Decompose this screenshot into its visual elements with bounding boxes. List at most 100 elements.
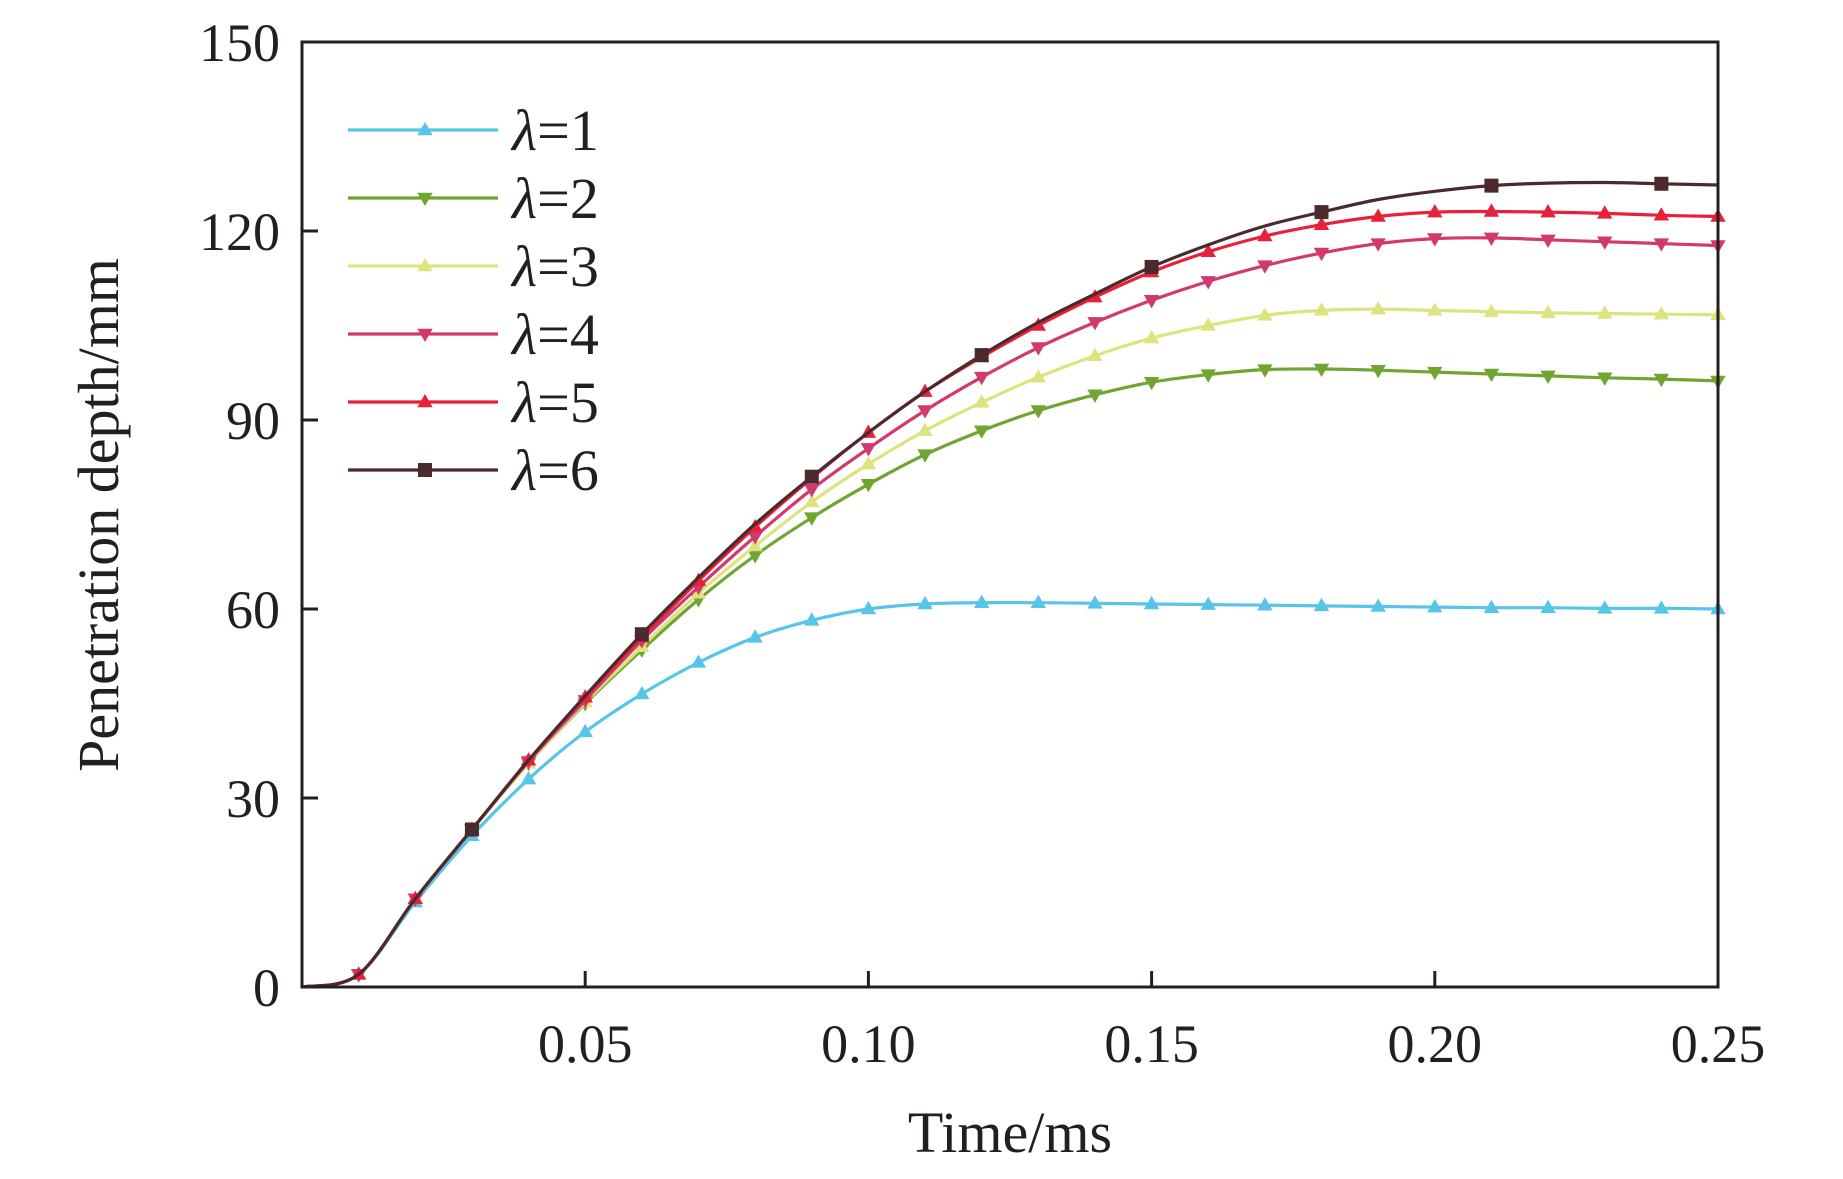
legend-value: =2 — [537, 166, 599, 231]
data-point — [520, 771, 537, 785]
data-point — [1540, 234, 1556, 248]
axes-layer: 0.05 0.10 0.15 0.20 0.25 0 30 60 90 120 150 — [199, 13, 1765, 1074]
data-point — [1370, 364, 1386, 379]
legend-value: =4 — [537, 302, 599, 367]
legend-item: λ=1 — [348, 98, 599, 163]
data-point — [1257, 260, 1273, 274]
data-point — [1427, 366, 1443, 381]
data-point — [973, 371, 990, 386]
data-point — [1484, 178, 1499, 193]
x-tick-label: 0.25 — [1671, 1014, 1766, 1074]
data-point — [860, 456, 877, 470]
legend-marker — [417, 393, 433, 408]
data-point — [1030, 405, 1047, 419]
legend-symbol: λ — [510, 438, 537, 503]
legend-marker — [417, 257, 433, 272]
data-point — [1087, 595, 1103, 609]
data-point — [973, 425, 990, 439]
y-tick-label: 60 — [226, 580, 280, 640]
data-point — [1200, 243, 1216, 258]
data-point — [804, 493, 820, 508]
data-point — [1257, 597, 1273, 611]
legend-symbol: λ — [510, 370, 537, 435]
data-point — [1200, 317, 1216, 331]
legend-value: =1 — [537, 98, 599, 163]
data-point — [1370, 301, 1386, 315]
legend: λ=1λ=2λ=3λ=4λ=5λ=6 — [348, 98, 599, 503]
data-point — [1257, 307, 1273, 321]
y-axis-title: Penetration depth/mm — [66, 258, 131, 772]
y-tick-label: 0 — [253, 958, 280, 1018]
data-point — [1313, 597, 1330, 612]
legend-label: λ=6 — [510, 438, 599, 503]
data-point — [860, 479, 877, 493]
data-point — [690, 654, 707, 668]
data-point — [804, 612, 820, 626]
data-point — [804, 484, 820, 498]
data-point — [1597, 372, 1613, 386]
data-point — [1370, 208, 1386, 222]
data-point — [1540, 304, 1556, 319]
data-point — [1030, 369, 1047, 383]
legend-label: λ=2 — [510, 166, 599, 231]
data-point — [1483, 303, 1500, 317]
data-point — [917, 595, 933, 610]
data-point — [1144, 259, 1159, 274]
series-layer — [301, 176, 1726, 989]
x-tick-label: 0.20 — [1388, 1014, 1483, 1074]
data-point — [577, 723, 593, 738]
series-line — [301, 180, 1719, 989]
data-point — [860, 443, 877, 457]
data-point — [1143, 376, 1160, 391]
data-point — [1370, 598, 1386, 612]
legend-value: =3 — [537, 234, 599, 299]
data-point — [1313, 302, 1330, 316]
data-point — [1427, 233, 1443, 247]
legend-label: λ=1 — [510, 98, 599, 163]
data-point — [917, 405, 933, 419]
data-point — [1597, 205, 1613, 219]
data-point — [634, 686, 650, 700]
data-point — [973, 594, 990, 608]
data-point — [1257, 364, 1273, 378]
data-point — [974, 348, 989, 363]
data-point — [973, 394, 990, 408]
legend-marker — [417, 328, 433, 343]
legend-item: λ=4 — [348, 302, 599, 367]
legend-marker — [418, 463, 432, 477]
legend-label: λ=5 — [510, 370, 599, 435]
data-point — [1653, 207, 1670, 221]
data-point — [1087, 389, 1103, 403]
data-point — [1427, 302, 1443, 316]
data-point — [1314, 205, 1329, 220]
legend-symbol: λ — [510, 302, 537, 367]
data-point — [1654, 176, 1669, 191]
series-line — [301, 600, 1719, 989]
data-point — [1540, 204, 1556, 218]
legend-item: λ=5 — [348, 370, 599, 435]
y-tick-label: 30 — [226, 769, 280, 829]
x-tick-label: 0.15 — [1104, 1014, 1199, 1074]
data-point — [1143, 330, 1160, 344]
y-tick-label: 90 — [226, 391, 280, 451]
data-point — [1313, 247, 1330, 262]
legend-item: λ=2 — [348, 166, 599, 231]
data-point — [1427, 204, 1443, 218]
data-point — [1313, 363, 1330, 378]
data-point — [804, 469, 819, 484]
data-point — [1597, 236, 1613, 250]
legend-marker — [417, 192, 433, 207]
data-point — [1597, 305, 1613, 319]
data-point — [1483, 368, 1500, 383]
x-axis-title: Time/ms — [908, 1100, 1112, 1165]
data-point — [464, 822, 479, 837]
data-point — [1143, 295, 1160, 309]
data-point — [747, 550, 763, 564]
data-point — [1087, 317, 1103, 331]
legend-item: λ=6 — [348, 438, 599, 503]
data-point — [1257, 227, 1273, 242]
legend-value: =6 — [537, 438, 599, 503]
data-point — [917, 449, 933, 463]
data-point — [634, 627, 649, 642]
